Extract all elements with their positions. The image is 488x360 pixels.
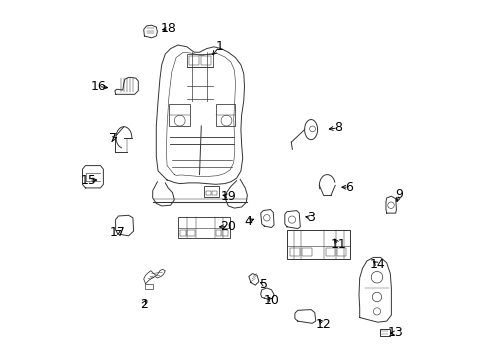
- Bar: [215, 230, 221, 236]
- Bar: [186, 230, 194, 236]
- Text: 12: 12: [315, 318, 331, 331]
- Text: 20: 20: [220, 220, 236, 233]
- Bar: [286, 230, 349, 259]
- Bar: [145, 284, 153, 289]
- Text: 11: 11: [329, 238, 346, 251]
- Text: 7: 7: [109, 132, 117, 145]
- Bar: [325, 248, 334, 256]
- Text: 9: 9: [395, 188, 403, 201]
- Bar: [215, 104, 235, 126]
- Bar: [188, 56, 199, 65]
- Bar: [289, 248, 299, 256]
- Bar: [337, 248, 346, 256]
- Text: 16: 16: [90, 80, 106, 93]
- Bar: [212, 191, 217, 195]
- Text: 19: 19: [220, 190, 236, 203]
- Text: 14: 14: [369, 258, 385, 271]
- Bar: [200, 56, 210, 65]
- Text: 6: 6: [344, 181, 352, 194]
- Text: 10: 10: [263, 294, 279, 307]
- Text: 18: 18: [161, 22, 177, 35]
- Bar: [204, 186, 219, 197]
- Bar: [205, 191, 211, 195]
- Bar: [379, 329, 389, 336]
- Text: 17: 17: [109, 226, 125, 239]
- Bar: [180, 230, 185, 236]
- Text: 5: 5: [260, 278, 268, 291]
- Text: 8: 8: [333, 121, 342, 134]
- Bar: [178, 217, 230, 238]
- Text: 1: 1: [215, 40, 223, 53]
- Bar: [222, 230, 227, 236]
- Text: 2: 2: [140, 298, 147, 311]
- Text: 3: 3: [306, 211, 314, 224]
- Bar: [302, 248, 311, 256]
- Bar: [186, 54, 212, 67]
- Text: 15: 15: [81, 174, 97, 186]
- Bar: [168, 104, 190, 126]
- Text: 4: 4: [244, 215, 251, 228]
- Text: 13: 13: [387, 327, 403, 339]
